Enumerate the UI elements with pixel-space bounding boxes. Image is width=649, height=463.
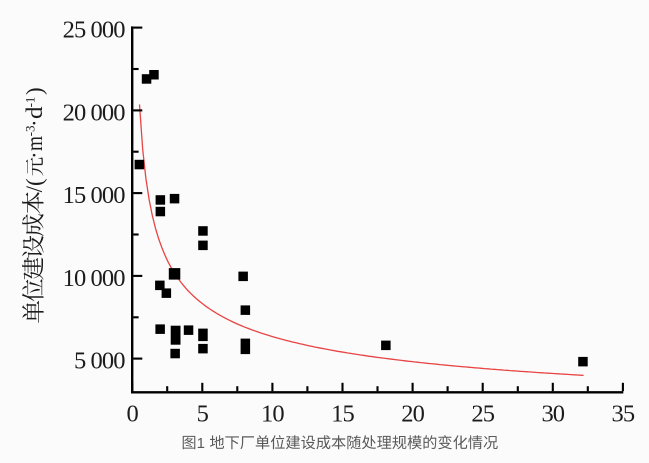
svg-text:20 000: 20 000	[63, 99, 126, 126]
svg-text:15: 15	[331, 400, 354, 427]
svg-text:0: 0	[127, 400, 139, 427]
svg-text:25 000: 25 000	[63, 17, 126, 44]
svg-text:·: ·	[22, 119, 47, 127]
svg-text:·: ·	[22, 151, 47, 159]
svg-text:): )	[22, 87, 47, 95]
svg-text:20: 20	[401, 400, 424, 427]
svg-text:-1: -1	[22, 97, 37, 108]
svg-text:d: d	[22, 106, 47, 119]
svg-text:30: 30	[541, 400, 564, 427]
svg-text:m: m	[22, 136, 47, 151]
svg-text:-3: -3	[22, 125, 37, 136]
svg-text:5 000: 5 000	[74, 348, 125, 375]
svg-text:10 000: 10 000	[63, 265, 126, 292]
svg-text:15 000: 15 000	[63, 182, 126, 209]
svg-text:5: 5	[197, 400, 209, 427]
svg-text:10: 10	[261, 400, 284, 427]
svg-text:/: /	[22, 185, 47, 192]
svg-text:1: 1	[197, 435, 205, 452]
svg-text:25: 25	[471, 400, 494, 427]
svg-text:35: 35	[612, 400, 635, 427]
svg-text:(: (	[22, 178, 47, 186]
